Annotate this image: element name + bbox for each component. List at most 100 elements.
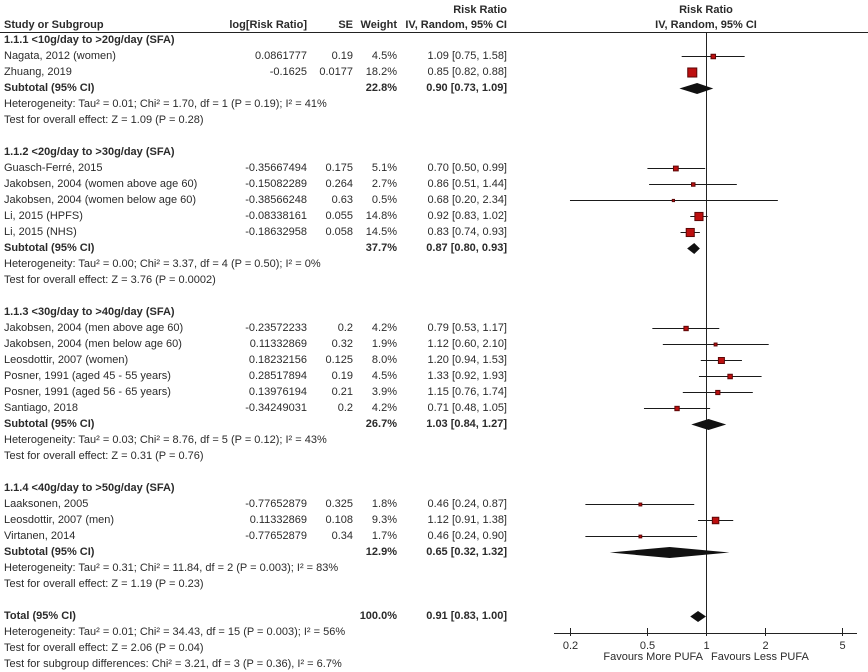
effect-square	[710, 53, 717, 60]
study-row: Laaksonen, 2005 -0.77652879 0.325 1.8% 0.46 …	[0, 496, 560, 512]
log-risk-ratio-value: -0.15082289	[245, 178, 307, 190]
group-title-label: 1.1.2 <20g/day to >30g/day (SFA)	[4, 146, 175, 158]
total-heterogeneity-text: Heterogeneity: Tau² = 0.01; Chi² = 34.43…	[4, 626, 346, 638]
study-name: Jakobsen, 2004 (women above age 60)	[4, 178, 198, 190]
weight-value: 3.9%	[371, 386, 397, 398]
ci-value: 0.79 [0.53, 1.17]	[427, 322, 507, 334]
group-title: 1.1.4 <40g/day to >50g/day (SFA)	[0, 480, 560, 496]
effect-square	[717, 357, 725, 364]
weight-value: 14.8%	[365, 210, 397, 222]
spacer-row	[0, 592, 560, 608]
ci-value: 0.70 [0.50, 0.99]	[427, 162, 507, 174]
footnote-row: Test for overall effect: Z = 2.06 (P = 0…	[0, 640, 560, 656]
group-title-label: 1.1.1 <10g/day to >20g/day (SFA)	[4, 34, 175, 46]
subtotal-weight: 37.7%	[365, 242, 397, 254]
se-value: 0.108	[325, 514, 353, 526]
log-risk-ratio-value: -0.38566248	[245, 194, 307, 206]
group-title: 1.1.2 <20g/day to >30g/day (SFA)	[0, 144, 560, 160]
total-ci: 0.91 [0.83, 1.00]	[426, 610, 507, 622]
weight-value: 0.5%	[371, 194, 397, 206]
ci-value: 1.12 [0.60, 2.10]	[427, 338, 507, 350]
heterogeneity-text: Heterogeneity: Tau² = 0.31; Chi² = 11.84…	[4, 562, 339, 574]
log-risk-ratio-value: -0.08338161	[245, 210, 307, 222]
spacer-row	[0, 128, 560, 144]
ci-value: 1.09 [0.75, 1.58]	[427, 50, 507, 62]
weight-value: 4.5%	[371, 370, 397, 382]
header-rule	[0, 32, 868, 33]
log-risk-ratio-value: -0.35667494	[245, 162, 307, 174]
se-value: 0.19	[331, 370, 353, 382]
study-name: Laaksonen, 2005	[4, 498, 89, 510]
study-name: Zhuang, 2019	[4, 66, 72, 78]
log-risk-ratio-value: -0.34249031	[245, 402, 307, 414]
pooled-diamond	[679, 83, 714, 94]
se-value: 0.175	[325, 162, 353, 174]
overall-effect-text: Test for overall effect: Z = 1.19 (P = 0…	[4, 578, 204, 590]
subtotal-weight: 12.9%	[365, 546, 397, 558]
effect-square	[711, 516, 720, 525]
pooled-diamond	[691, 419, 727, 430]
study-row: Posner, 1991 (aged 45 - 55 years) 0.28517…	[0, 368, 560, 384]
heterogeneity-row: Heterogeneity: Tau² = 0.01; Chi² = 1.70,…	[0, 96, 560, 112]
subtotal-label: Subtotal (95% CI)	[4, 82, 95, 94]
ci-value: 0.46 [0.24, 0.90]	[427, 530, 507, 542]
effect-square	[683, 325, 689, 332]
effect-square	[687, 67, 698, 78]
favours-right-label: Favours Less PUFA	[711, 651, 809, 663]
study-name: Leosdottir, 2007 (men)	[4, 514, 115, 526]
pooled-diamond	[690, 611, 706, 622]
log-risk-ratio-value: 0.18232156	[248, 354, 307, 366]
se-value: 0.325	[325, 498, 353, 510]
effect-square	[685, 227, 695, 238]
log-risk-ratio-value: -0.18632958	[245, 226, 307, 238]
effect-square	[638, 502, 643, 507]
se-column-header: SE	[338, 19, 353, 31]
spacer-row	[0, 288, 560, 304]
x-axis-tick-label: 2	[762, 640, 768, 652]
weight-value: 4.5%	[371, 50, 397, 62]
log-risk-ratio-value: -0.1625	[269, 66, 307, 78]
weight-value: 4.2%	[371, 402, 397, 414]
subtotal-weight: 22.8%	[365, 82, 397, 94]
total-overall-effect-text: Test for overall effect: Z = 2.06 (P = 0…	[4, 642, 204, 654]
overall-effect-text: Test for overall effect: Z = 1.09 (P = 0…	[4, 114, 204, 126]
ci-value: 0.46 [0.24, 0.87]	[427, 498, 507, 510]
study-row: Leosdottir, 2007 (women) 0.18232156 0.125 8…	[0, 352, 560, 368]
ci-value: 1.12 [0.91, 1.38]	[427, 514, 507, 526]
group-title-label: 1.1.4 <40g/day to >50g/day (SFA)	[4, 482, 175, 494]
x-axis-tick-label: 1	[703, 640, 709, 652]
subtotal-row: Subtotal (95% CI) 12.9% 0.65 [0.32, 1.32]	[0, 544, 560, 560]
subtotal-label: Subtotal (95% CI)	[4, 418, 95, 430]
log-risk-ratio-value: 0.28517894	[248, 370, 307, 382]
subtotal-label: Subtotal (95% CI)	[4, 546, 95, 558]
study-row: Jakobsen, 2004 (men above age 60) -0.2357…	[0, 320, 560, 336]
weight-value: 8.0%	[371, 354, 397, 366]
total-row: Total (95% CI) 100.0% 0.91 [0.83, 1.00]	[0, 608, 560, 624]
effect-square	[691, 182, 696, 187]
weight-value: 9.3%	[371, 514, 397, 526]
weight-value: 2.7%	[371, 178, 397, 190]
study-row: Leosdottir, 2007 (men) 0.11332869 0.108 9.3…	[0, 512, 560, 528]
se-value: 0.2	[337, 402, 353, 414]
weight-value: 1.9%	[371, 338, 397, 350]
se-value: 0.055	[325, 210, 353, 222]
se-value: 0.264	[325, 178, 353, 190]
study-row: Guasch-Ferré, 2015 -0.35667494 0.175 5.1% 0.…	[0, 160, 560, 176]
overall-effect-text: Test for overall effect: Z = 3.76 (P = 0…	[4, 274, 216, 286]
ci-value: 1.33 [0.92, 1.93]	[427, 370, 507, 382]
effect-square	[638, 534, 643, 539]
logrr-column-header: log[Risk Ratio]	[229, 19, 307, 31]
study-row: Zhuang, 2019 -0.1625 0.0177 18.2% 0.85 [0.82…	[0, 64, 560, 80]
plot-header-line1: Risk Ratio	[679, 4, 733, 16]
weight-value: 4.2%	[371, 322, 397, 334]
study-column-header: Study or Subgroup	[4, 19, 104, 31]
weight-value: 1.7%	[371, 530, 397, 542]
effect-square	[713, 342, 718, 347]
effect-square	[674, 405, 680, 412]
effect-square	[727, 373, 733, 380]
subtotal-row: Subtotal (95% CI) 37.7% 0.87 [0.80, 0.93]	[0, 240, 560, 256]
effect-square	[671, 198, 676, 203]
overall-effect-row: Test for overall effect: Z = 1.09 (P = 0…	[0, 112, 560, 128]
footnote-row: Test for subgroup differences: Chi² = 3.…	[0, 656, 560, 672]
